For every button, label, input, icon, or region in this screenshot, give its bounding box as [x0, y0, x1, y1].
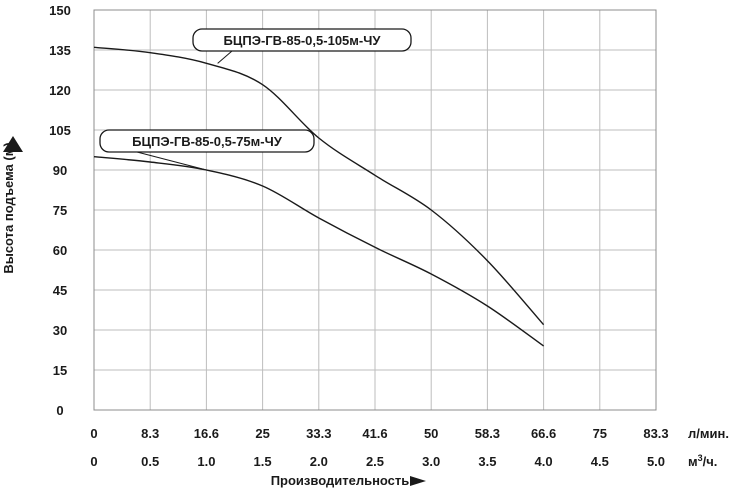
x-tick-label-flow-m3h: 2.0 — [310, 454, 328, 469]
y-tick-label: 150 — [49, 3, 71, 18]
curve-75m — [93, 156, 545, 347]
curves — [93, 46, 545, 347]
x-tick-label-flow-m3h: 1.0 — [197, 454, 215, 469]
y-tick-label: 120 — [49, 83, 71, 98]
x-unit-m3h-base: м — [688, 454, 698, 469]
callout-label: БЦПЭ-ГВ-85-0,5-75м-ЧУ — [132, 134, 283, 149]
y-tick-label: 75 — [53, 203, 67, 218]
x-unit-flow-lmin: л/мин. — [688, 426, 729, 441]
x-unit-m3h-sup: 3 — [698, 453, 703, 463]
x-tick-labels-flow-m3h: 0 0.5 1.0 1.5 2.0 2.5 3.0 3.5 4.0 4.5 5.0 — [90, 454, 665, 469]
y-tick-label: 0 — [56, 403, 63, 418]
x-unit-flow-m3h: м3/ч. — [688, 453, 717, 469]
y-tick-label: 135 — [49, 43, 71, 58]
x-tick-label-flow-lmin: 50 — [424, 426, 438, 441]
callout-leader — [136, 151, 207, 171]
callout-75m: БЦПЭ-ГВ-85-0,5-75м-ЧУ — [99, 129, 315, 171]
x-axis-title: Производительность — [271, 473, 410, 488]
curve-105m — [93, 46, 545, 326]
x-tick-label-flow-lmin: 25 — [255, 426, 269, 441]
x-unit-m3h-tail: /ч. — [703, 454, 718, 469]
callout-label: БЦПЭ-ГВ-85-0,5-105м-ЧУ — [224, 33, 382, 48]
x-tick-label-flow-m3h: 3.5 — [478, 454, 496, 469]
x-axis-arrow-icon — [410, 476, 426, 486]
x-tick-label-flow-m3h: 3.0 — [422, 454, 440, 469]
y-tick-label: 105 — [49, 123, 71, 138]
y-tick-label: 30 — [53, 323, 67, 338]
x-tick-label-flow-m3h: 2.5 — [366, 454, 384, 469]
y-tick-label: 45 — [53, 283, 67, 298]
x-tick-label-flow-lmin: 33.3 — [306, 426, 331, 441]
y-axis-arrow-icon — [3, 136, 23, 152]
callouts: БЦПЭ-ГВ-85-0,5-105м-ЧУ БЦПЭ-ГВ-85-0,5-75м… — [99, 28, 412, 171]
x-tick-label-flow-lmin: 83.3 — [643, 426, 668, 441]
x-tick-label-flow-m3h: 4.5 — [591, 454, 609, 469]
x-tick-label-flow-lmin: 0 — [90, 426, 97, 441]
x-tick-label-flow-lmin: 66.6 — [531, 426, 556, 441]
y-axis-title: Высота подъема (м) — [1, 142, 16, 273]
x-tick-label-flow-lmin: 41.6 — [362, 426, 387, 441]
x-tick-label-flow-m3h: 4.0 — [535, 454, 553, 469]
x-tick-labels-flow-lmin: 0 8.3 16.6 25 33.3 41.6 50 58.3 66.6 75 83.3 — [90, 426, 668, 441]
y-tick-label: 90 — [53, 163, 67, 178]
x-tick-label-flow-lmin: 8.3 — [141, 426, 159, 441]
x-tick-label-flow-lmin: 16.6 — [194, 426, 219, 441]
y-tick-label: 60 — [53, 243, 67, 258]
x-tick-label-flow-lmin: 75 — [593, 426, 607, 441]
plot-frame — [93, 9, 657, 411]
x-tick-label-flow-m3h: 1.5 — [254, 454, 272, 469]
callout-105m: БЦПЭ-ГВ-85-0,5-105м-ЧУ — [192, 28, 412, 64]
y-tick-labels: 0 15 30 45 60 75 90 105 120 135 150 — [49, 3, 71, 418]
callout-box — [99, 129, 315, 153]
callout-leader — [217, 50, 233, 64]
x-tick-label-flow-m3h: 5.0 — [647, 454, 665, 469]
x-tick-label-flow-m3h: 0 — [90, 454, 97, 469]
callout-box — [192, 28, 412, 52]
grid — [93, 9, 657, 411]
y-tick-label: 15 — [53, 363, 67, 378]
x-tick-label-flow-lmin: 58.3 — [475, 426, 500, 441]
x-tick-label-flow-m3h: 0.5 — [141, 454, 159, 469]
